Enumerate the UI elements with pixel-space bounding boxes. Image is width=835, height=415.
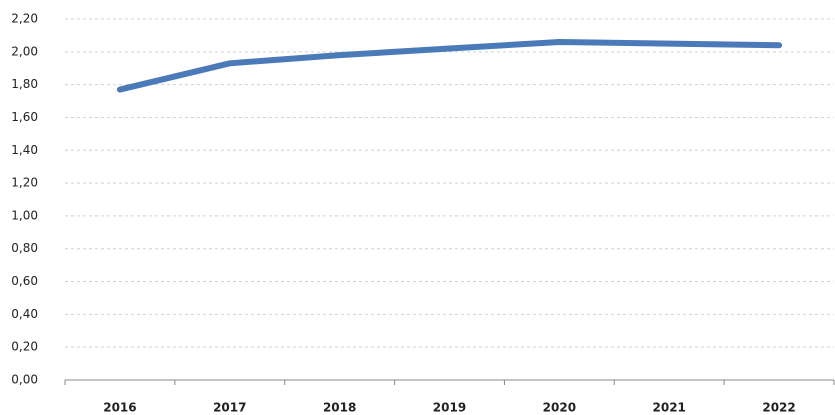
x-tick-label: 2018 — [323, 401, 356, 415]
y-tick-label: 1,80 — [11, 77, 38, 91]
y-tick-label: 2,00 — [11, 44, 38, 58]
x-tick-label: 2019 — [433, 401, 466, 415]
y-tick-label: 0,20 — [11, 340, 38, 354]
y-tick-label: 0,60 — [11, 274, 38, 288]
y-tick-label: 0,40 — [11, 307, 38, 321]
y-tick-label: 0,80 — [11, 241, 38, 255]
y-tick-label: 1,40 — [11, 143, 38, 157]
y-tick-label: 0,00 — [11, 373, 38, 387]
x-tick-label: 2017 — [213, 401, 246, 415]
y-tick-label: 1,20 — [11, 176, 38, 190]
x-tick-label: 2022 — [762, 401, 795, 415]
x-tick-label: 2016 — [103, 401, 136, 415]
x-tick-label: 2021 — [653, 401, 686, 415]
y-tick-label: 2,20 — [11, 12, 38, 26]
line-series — [116, 38, 783, 93]
x-tick-label: 2020 — [543, 401, 576, 415]
y-tick-label: 1,60 — [11, 110, 38, 124]
y-tick-label: 1,00 — [11, 208, 38, 222]
